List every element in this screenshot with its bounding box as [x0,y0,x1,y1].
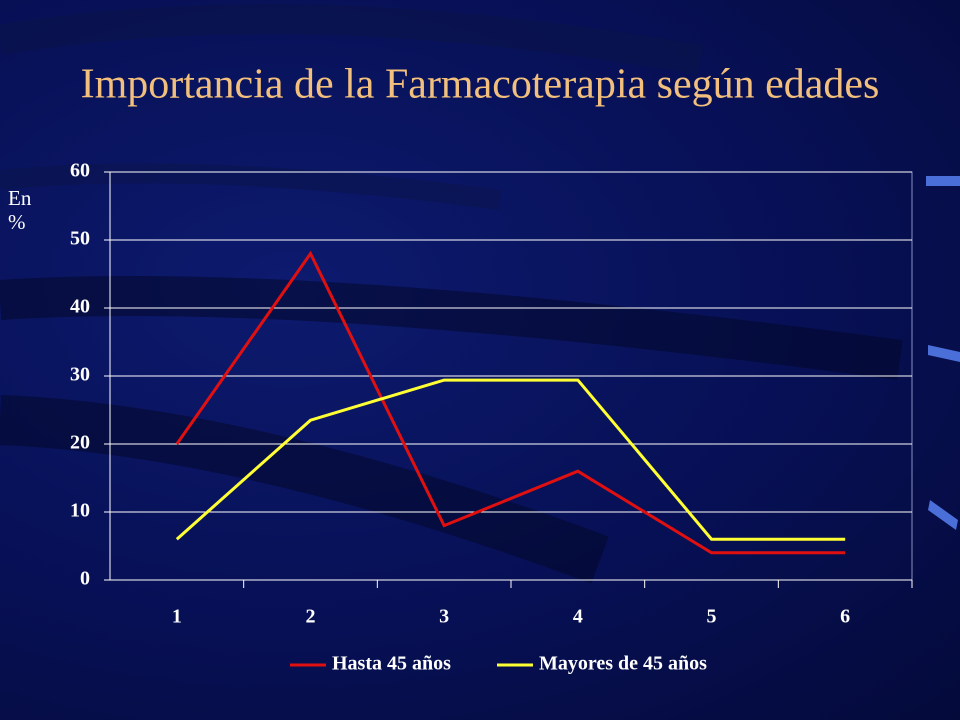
x-tick-label: 5 [707,606,717,628]
x-tick-label: 3 [439,606,449,628]
legend-label: Mayores de 45 años [539,653,707,675]
y-tick-label: 10 [70,500,90,522]
y-tick-label: 30 [70,364,90,386]
y-tick-label: 40 [70,296,90,318]
x-tick-label: 4 [573,606,583,628]
y-tick-label: 0 [80,568,90,590]
x-tick-label: 6 [840,606,850,628]
background-decor [0,4,960,584]
x-tick-label: 2 [306,606,316,628]
series-line [175,250,846,555]
y-tick-label: 20 [70,432,90,454]
series-line [175,378,846,541]
legend-label: Hasta 45 años [332,653,451,675]
y-tick-label: 50 [70,228,90,250]
chart-title: Importancia de la Farmacoterapia según e… [81,62,880,108]
x-tick-label: 1 [172,606,182,628]
y-tick-label: 60 [70,160,90,182]
y-axis-label: En % [8,186,32,234]
